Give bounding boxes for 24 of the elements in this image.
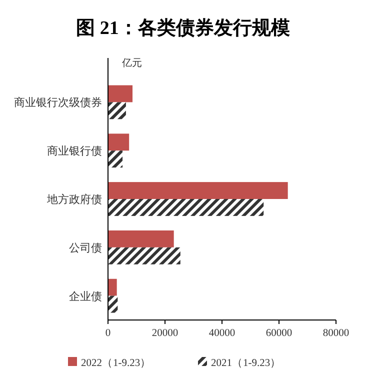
y-tick-label: 企业债: [69, 290, 102, 303]
x-tick-label: 20000: [152, 328, 178, 339]
bar: [108, 134, 130, 151]
bar: [108, 182, 288, 199]
y-tick-label: 地方政府债: [46, 193, 102, 206]
y-tick-label: 商业银行次级债券: [14, 96, 102, 110]
y-tick-label: 商业银行债: [47, 144, 102, 158]
legend-label: 2022（1-9.23）: [81, 358, 152, 369]
y-tick-label: 公司债: [69, 242, 102, 254]
bar: [108, 278, 117, 296]
chart-title: 图 21：各类债券发行规模: [76, 17, 290, 39]
bar: [108, 230, 174, 248]
x-tick-label: 60000: [266, 328, 292, 339]
x-tick-label: 0: [105, 328, 111, 339]
bar: [108, 199, 264, 216]
bar: [108, 296, 118, 313]
bar: [108, 150, 123, 168]
bar: [108, 247, 180, 264]
bar: [108, 102, 126, 120]
x-tick-label: 40000: [208, 328, 236, 339]
x-tick-label: 80000: [322, 328, 350, 339]
x-axis-title: 亿元: [121, 58, 142, 69]
bar: [108, 85, 133, 102]
legend-label: 2021（1-9.23）: [211, 358, 282, 369]
